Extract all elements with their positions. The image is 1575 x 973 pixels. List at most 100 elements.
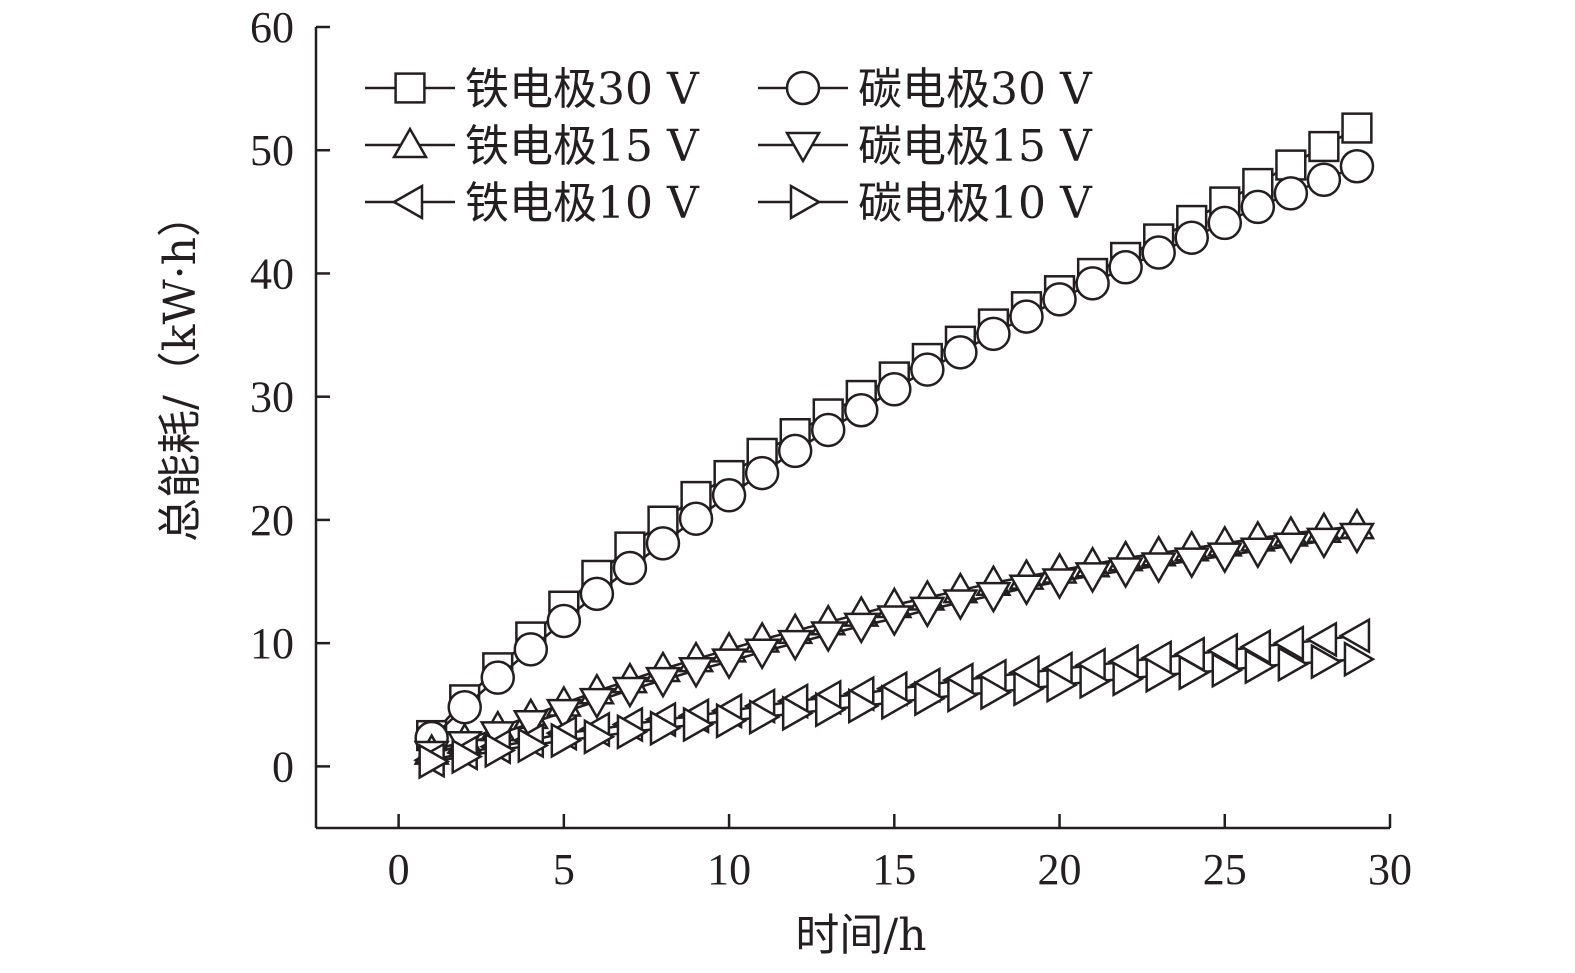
- data-point: [1075, 266, 1110, 301]
- x-tick-label: 15: [872, 845, 916, 894]
- legend-label: 铁电极15 V: [465, 121, 700, 172]
- y-tick-label: 20: [250, 496, 294, 545]
- data-point: [743, 638, 781, 671]
- x-tick-label: 25: [1203, 845, 1247, 894]
- data-point: [1277, 645, 1310, 683]
- data-point: [1107, 557, 1144, 589]
- data-point: [1008, 574, 1045, 607]
- data-point: [1272, 624, 1305, 662]
- data-point: [1275, 149, 1307, 181]
- x-tick-label: 5: [553, 845, 575, 894]
- series-4: [413, 522, 1376, 773]
- data-point: [1305, 527, 1343, 560]
- axes: [314, 27, 1390, 830]
- data-point: [777, 433, 813, 469]
- series-6: [418, 641, 1376, 780]
- y-tick-label: 30: [250, 373, 294, 422]
- data-point: [1041, 568, 1078, 601]
- data-point: [710, 648, 748, 681]
- y-axis-label: 总能耗/（kW·h）: [155, 193, 206, 542]
- data-point: [1343, 641, 1376, 678]
- legend-label: 铁电极30 V: [465, 64, 700, 115]
- data-point: [881, 684, 913, 721]
- data-point: [1310, 643, 1343, 680]
- legend-label: 碳电极15 V: [858, 121, 1093, 172]
- data-point: [1079, 663, 1112, 700]
- data-point: [612, 550, 648, 586]
- data-point: [1273, 176, 1309, 211]
- y-ticks: 0 10 20 30 40 50 60: [250, 3, 330, 791]
- data-point: [877, 372, 912, 407]
- legend-label: 碳电极30 V: [858, 64, 1093, 115]
- data-point: [744, 455, 780, 491]
- data-point: [1244, 648, 1277, 685]
- data-point: [1338, 617, 1371, 654]
- data-point: [1338, 522, 1376, 555]
- data-point: [418, 743, 451, 780]
- data-point: [910, 352, 945, 387]
- data-point: [1173, 547, 1210, 580]
- data-point: [1272, 532, 1310, 565]
- data-point: [947, 676, 979, 714]
- data-point: [1112, 660, 1145, 698]
- data-point: [810, 621, 847, 654]
- data-point: [1140, 552, 1177, 585]
- data-point: [649, 710, 682, 747]
- legend-label: 碳电极10 V: [858, 178, 1093, 229]
- data-point: [678, 501, 714, 536]
- series-layer: [413, 112, 1376, 780]
- data-point: [545, 698, 583, 731]
- legend-item: 铁电极30 V: [365, 64, 700, 115]
- legend-marker: [394, 72, 426, 104]
- x-tick-label: 30: [1368, 845, 1412, 894]
- data-point: [975, 581, 1012, 614]
- data-point: [1207, 205, 1243, 241]
- legend-label: 铁电极10 V: [465, 178, 700, 229]
- data-point: [517, 727, 550, 764]
- legend-item: 碳电极10 V: [758, 178, 1093, 229]
- data-point: [848, 687, 880, 725]
- data-point: [909, 596, 946, 629]
- x-tick-label: 10: [707, 845, 751, 894]
- data-point: [480, 660, 516, 695]
- data-point: [1239, 537, 1276, 570]
- data-point: [843, 612, 880, 645]
- data-point: [748, 698, 781, 736]
- series-2: [414, 149, 1375, 756]
- x-ticks: 0 5 10 15 20 25 30: [388, 814, 1412, 894]
- y-tick-label: 40: [250, 249, 294, 298]
- data-point: [1339, 149, 1375, 184]
- data-point: [943, 335, 978, 370]
- data-point: [1042, 282, 1077, 317]
- legend-marker: [391, 126, 429, 159]
- data-point: [1211, 652, 1244, 689]
- data-point: [781, 695, 814, 732]
- y-tick-label: 0: [272, 742, 294, 791]
- data-point: [1046, 666, 1079, 704]
- data-point: [1174, 220, 1209, 255]
- data-point: [814, 691, 847, 728]
- data-point: [682, 706, 715, 743]
- data-point: [451, 738, 484, 775]
- data-point: [578, 687, 616, 720]
- data-point: [550, 722, 583, 759]
- data-point: [1206, 542, 1243, 575]
- data-point: [711, 478, 747, 513]
- legend-item: 铁电极15 V: [365, 121, 700, 172]
- data-point: [583, 718, 616, 755]
- data-point: [1009, 299, 1044, 334]
- data-point: [1013, 670, 1046, 707]
- data-point: [980, 674, 1012, 711]
- legend-item: 铁电极10 V: [365, 178, 700, 229]
- data-point: [447, 689, 482, 725]
- data-point: [1308, 130, 1340, 163]
- legend-marker: [789, 183, 822, 221]
- legend: 铁电极30 V 碳电极30 V 铁电极15 V 碳电极15 V 铁电极10 V 碳电极10…: [365, 64, 1093, 229]
- x-tick-label: 0: [388, 845, 410, 894]
- data-point: [715, 702, 748, 739]
- legend-marker: [784, 131, 822, 164]
- y-tick-label: 60: [250, 3, 294, 52]
- data-point: [942, 589, 979, 622]
- data-point: [1145, 657, 1178, 694]
